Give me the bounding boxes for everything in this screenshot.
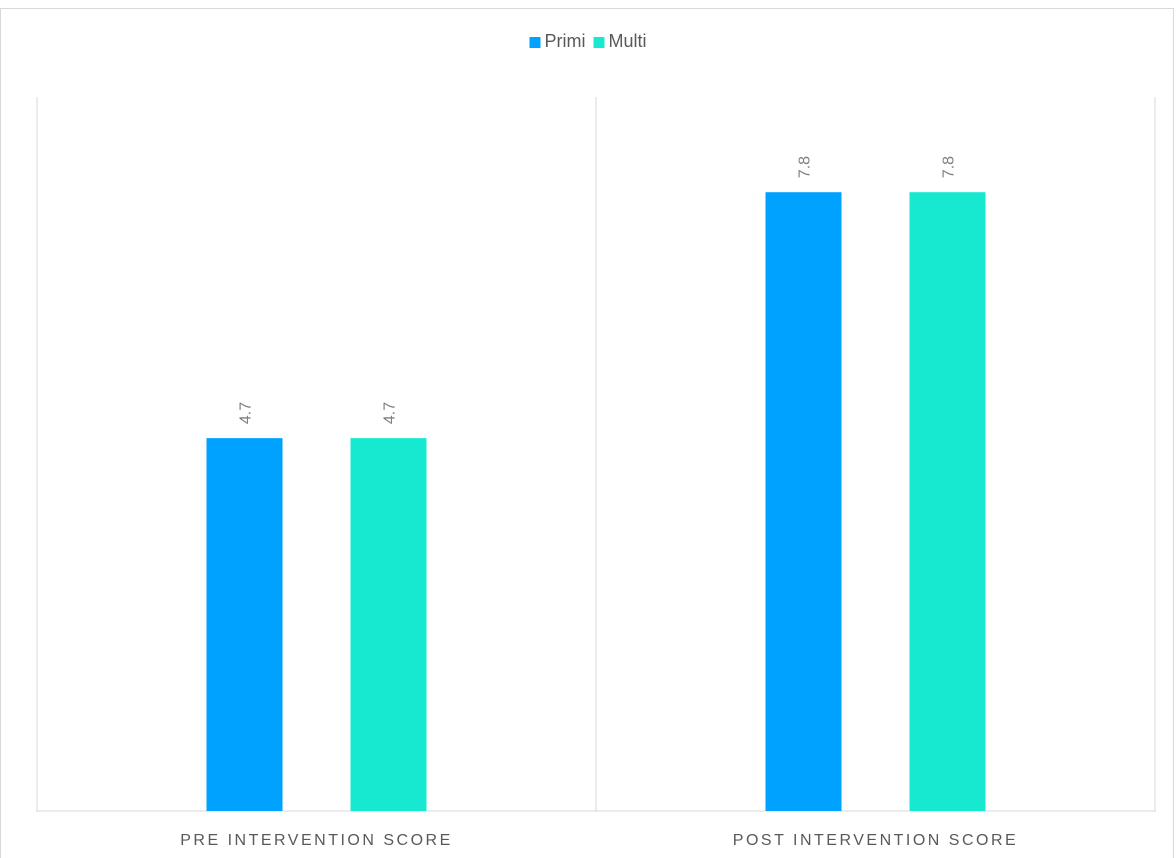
data-label: 7.8 [941, 156, 958, 178]
bar-primi-1 [765, 192, 842, 811]
x-tick-label: POST INTERVENTION SCORE [733, 832, 1018, 849]
data-label: 4.7 [238, 402, 255, 424]
legend-label: Multi [608, 31, 646, 51]
legend-swatch [593, 37, 605, 48]
bar-multi-1 [909, 192, 986, 811]
data-label: 4.7 [382, 402, 399, 424]
legend-label: Primi [544, 31, 585, 51]
data-label: 7.8 [797, 156, 814, 178]
x-tick-label: PRE INTERVENTION SCORE [180, 832, 453, 849]
bar-primi-0 [206, 438, 283, 811]
legend-swatch [529, 37, 541, 48]
bar-multi-0 [350, 438, 427, 811]
legend-item-primi: Primi [529, 31, 585, 51]
legend-item-multi: Multi [593, 31, 647, 51]
